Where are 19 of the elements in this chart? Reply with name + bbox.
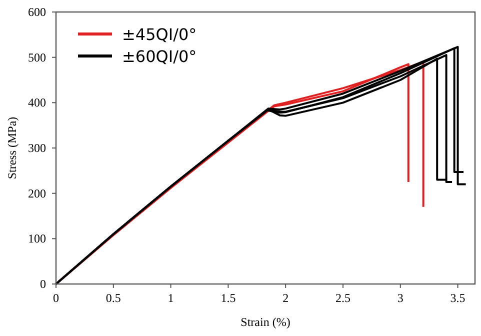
legend-label: ±60QI/0° bbox=[122, 47, 197, 66]
x-tick-label: 2.5 bbox=[335, 291, 350, 305]
y-tick-label: 300 bbox=[28, 141, 46, 155]
y-tick-label: 400 bbox=[28, 96, 46, 110]
x-tick-label: 1.5 bbox=[220, 291, 236, 305]
y-tick-label: 100 bbox=[28, 232, 46, 246]
y-axis-title: Stress (MPa) bbox=[5, 116, 19, 180]
y-tick-label: 600 bbox=[28, 5, 46, 19]
y-tick-label: 200 bbox=[28, 186, 46, 200]
x-axis-title: Strain (%) bbox=[240, 315, 290, 329]
y-tick-label: 0 bbox=[40, 277, 46, 291]
x-tick-label: 0 bbox=[53, 291, 59, 305]
legend-label: ±45QI/0° bbox=[122, 25, 197, 44]
x-tick-label: 3.5 bbox=[450, 291, 466, 305]
x-tick-label: 2 bbox=[282, 291, 289, 305]
y-tick-label: 500 bbox=[28, 50, 46, 64]
x-tick-label: 3 bbox=[397, 291, 404, 305]
x-tick-label: 0.5 bbox=[106, 291, 121, 305]
x-tick-label: 1 bbox=[168, 291, 174, 305]
